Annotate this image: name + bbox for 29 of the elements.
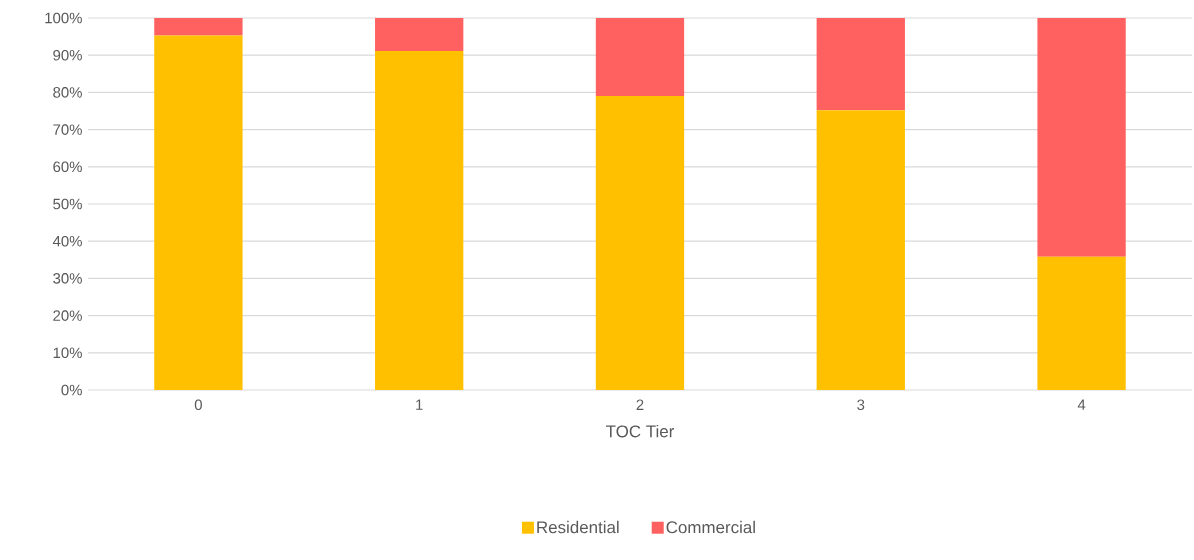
y-tick-label: 70% bbox=[53, 124, 82, 135]
x-tick-label: 4 bbox=[1077, 399, 1086, 410]
bar bbox=[816, 18, 905, 111]
x-tick-label: 3 bbox=[857, 399, 865, 411]
x-axis-title: TOC Tier bbox=[606, 424, 675, 438]
bar bbox=[595, 96, 685, 390]
y-tick-label: 100% bbox=[45, 12, 82, 24]
y-tick-label: 0% bbox=[61, 384, 82, 396]
bar bbox=[375, 51, 464, 390]
bar bbox=[1037, 18, 1126, 257]
bar bbox=[816, 110, 905, 390]
x-tick-label: 0 bbox=[194, 399, 202, 411]
y-tick-label: 60% bbox=[53, 161, 82, 173]
legend-label: Residential bbox=[537, 520, 619, 534]
y-tick-label: 20% bbox=[53, 310, 82, 321]
bar bbox=[375, 18, 464, 52]
bar bbox=[1037, 256, 1126, 390]
y-tick-label: 90% bbox=[53, 49, 82, 61]
y-tick-label: 80% bbox=[53, 87, 82, 98]
y-tick-label: 30% bbox=[53, 273, 82, 284]
y-tick-label: 40% bbox=[52, 235, 82, 247]
bar bbox=[595, 18, 685, 97]
bar bbox=[154, 35, 243, 390]
y-tick-label: 50% bbox=[53, 198, 82, 210]
x-tick-label: 1 bbox=[416, 399, 423, 410]
y-tick-label: 10% bbox=[53, 347, 82, 359]
bar bbox=[154, 18, 243, 36]
legend-label: Commercial bbox=[666, 520, 755, 534]
x-tick-label: 2 bbox=[636, 399, 644, 410]
